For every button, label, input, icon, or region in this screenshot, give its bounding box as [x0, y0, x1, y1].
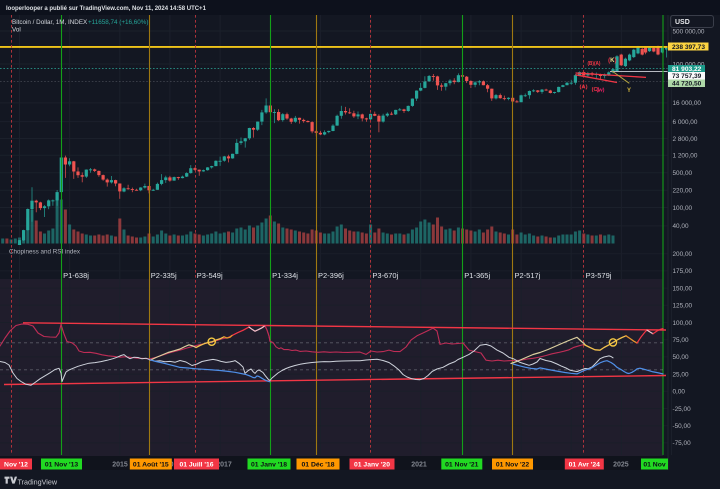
svg-text:150,00: 150,00 — [673, 285, 693, 292]
svg-text:100,00: 100,00 — [673, 205, 693, 212]
svg-text:USD: USD — [675, 19, 690, 26]
svg-text:01 Avr '24: 01 Avr '24 — [569, 462, 601, 469]
svg-text:100 000,00: 100 000,00 — [673, 61, 705, 68]
svg-text:P3-549j: P3-549j — [197, 271, 223, 280]
svg-text:-50,00: -50,00 — [673, 423, 692, 430]
svg-text:500 000,00: 500 000,00 — [673, 28, 705, 35]
svg-text:01 Nov '22: 01 Nov '22 — [496, 462, 530, 469]
svg-text:40,00: 40,00 — [673, 223, 689, 230]
svg-text:220,00: 220,00 — [673, 188, 693, 195]
svg-text:2 800,00: 2 800,00 — [673, 136, 698, 143]
svg-text:01 Juill '16: 01 Juill '16 — [179, 462, 213, 469]
svg-text:2016: 2016 — [166, 462, 182, 469]
svg-text:Vol: Vol — [12, 27, 21, 34]
svg-text:P3-670j: P3-670j — [372, 271, 398, 280]
svg-text:(K): (K) — [608, 58, 616, 64]
svg-text:25,00: 25,00 — [673, 371, 689, 378]
svg-text:01 Août '15: 01 Août '15 — [133, 462, 169, 469]
svg-text:P1-638j: P1-638j — [63, 271, 89, 280]
svg-text:(A): (A) — [579, 85, 587, 91]
svg-text:100,00: 100,00 — [673, 320, 693, 327]
svg-text:P2-517j: P2-517j — [515, 271, 541, 280]
svg-text:2021: 2021 — [411, 462, 427, 469]
svg-text:looperlooper a publié sur Trad: looperlooper a publié sur TradingView.co… — [6, 6, 207, 12]
svg-text:(B)(A): (B)(A) — [588, 61, 601, 67]
svg-text:P1-365j: P1-365j — [464, 271, 490, 280]
svg-text:2017: 2017 — [216, 462, 232, 469]
svg-text:2025: 2025 — [613, 462, 629, 469]
svg-text:01 Janv '20: 01 Janv '20 — [354, 462, 390, 469]
svg-text:125,00: 125,00 — [673, 303, 693, 310]
svg-text:01 Nov: 01 Nov — [643, 462, 666, 469]
svg-text:-25,00: -25,00 — [673, 406, 692, 413]
svg-text:16 000,00: 16 000,00 — [673, 100, 702, 107]
svg-text:0,00: 0,00 — [673, 389, 686, 396]
svg-text:P3-579j: P3-579j — [586, 271, 612, 280]
svg-text:P1-334j: P1-334j — [272, 271, 298, 280]
svg-text:(w): (w) — [597, 87, 605, 93]
svg-text:01 Nov '13: 01 Nov '13 — [45, 462, 79, 469]
svg-text:Chopiness and RSI index: Chopiness and RSI index — [9, 249, 81, 256]
svg-text:44 720,50: 44 720,50 — [672, 81, 702, 88]
svg-text:TradingView: TradingView — [18, 477, 58, 486]
svg-text:50,00: 50,00 — [673, 354, 689, 361]
svg-text:81 903,22: 81 903,22 — [672, 66, 702, 73]
svg-text:238 397,73: 238 397,73 — [672, 44, 705, 51]
svg-text:01 Janv '18: 01 Janv '18 — [251, 462, 287, 469]
svg-text:2015: 2015 — [112, 462, 128, 469]
svg-text:01 Nov '21: 01 Nov '21 — [445, 462, 479, 469]
svg-text:175,00: 175,00 — [673, 268, 693, 275]
svg-text:+11658,74 (+16,60%): +11658,74 (+16,60%) — [88, 19, 148, 26]
svg-text:1 200,00: 1 200,00 — [673, 153, 698, 160]
svg-text:Y: Y — [627, 88, 631, 94]
svg-text:(C): (C) — [592, 87, 600, 93]
svg-text:73 757,39: 73 757,39 — [672, 73, 702, 80]
svg-text:75,00: 75,00 — [673, 337, 689, 344]
svg-text:01 Déc '18: 01 Déc '18 — [302, 462, 335, 469]
svg-text:P2-335j: P2-335j — [151, 271, 177, 280]
svg-text:Nov '12: Nov '12 — [4, 462, 28, 469]
svg-text:200,00: 200,00 — [673, 251, 693, 258]
svg-text:P2-396j: P2-396j — [318, 271, 344, 280]
svg-text:Bitcoin / Dollar, 1M, INDEX: Bitcoin / Dollar, 1M, INDEX — [12, 19, 88, 26]
svg-text:-75,00: -75,00 — [673, 440, 692, 447]
svg-text:6 000,00: 6 000,00 — [673, 119, 698, 126]
svg-text:500,00: 500,00 — [673, 170, 693, 177]
